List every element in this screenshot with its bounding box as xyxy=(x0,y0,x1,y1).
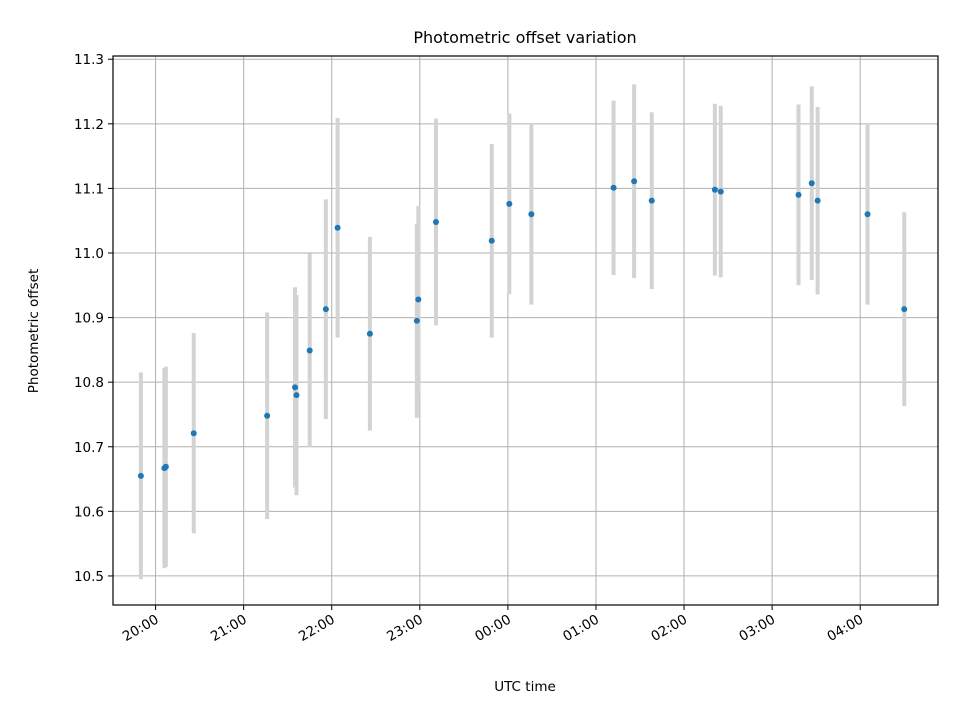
x-tick-label: 23:00 xyxy=(384,612,426,645)
plot-frame xyxy=(112,55,939,606)
y-tick-label: 11.2 xyxy=(74,117,104,133)
data-point xyxy=(137,472,144,479)
data-point xyxy=(413,317,420,324)
x-axis-label: UTC time xyxy=(494,679,556,695)
data-point xyxy=(488,237,495,244)
data-point xyxy=(610,184,617,191)
y-tick-label: 10.6 xyxy=(74,504,104,520)
data-point xyxy=(306,347,313,354)
x-tick-label: 04:00 xyxy=(825,612,867,645)
data-point xyxy=(432,218,439,225)
x-tick-label: 03:00 xyxy=(736,612,778,645)
data-point xyxy=(293,392,300,399)
x-tick-label: 00:00 xyxy=(472,612,514,645)
data-point xyxy=(322,306,329,313)
data-point xyxy=(631,178,638,185)
data-point xyxy=(506,200,513,207)
x-tick-label: 21:00 xyxy=(208,612,250,645)
data-point xyxy=(264,412,271,419)
chart-title: Photometric offset variation xyxy=(413,28,636,47)
y-tick-label: 10.5 xyxy=(74,569,104,585)
data-point xyxy=(901,306,908,313)
grid xyxy=(113,56,938,605)
data-point xyxy=(528,211,535,218)
x-tick-label: 01:00 xyxy=(560,612,602,645)
error-bars xyxy=(138,84,907,580)
y-tick-label: 10.9 xyxy=(74,311,104,327)
y-tick-label: 11.1 xyxy=(74,181,104,197)
data-points xyxy=(137,178,908,479)
y-axis-label: Photometric offset xyxy=(26,269,42,393)
x-axis-ticks: 20:00 21:00 22:00 23:00 00:00 01:00 02:00 03:00… xyxy=(120,605,866,645)
data-point xyxy=(415,296,422,303)
y-tick-label: 11.3 xyxy=(74,52,104,68)
x-tick-label: 20:00 xyxy=(120,612,162,645)
data-point xyxy=(162,463,169,470)
data-point xyxy=(864,211,871,218)
y-tick-label: 11.0 xyxy=(74,246,104,262)
x-tick-label: 22:00 xyxy=(296,612,338,645)
data-point xyxy=(795,191,802,198)
data-point xyxy=(814,197,821,204)
data-point xyxy=(190,430,197,437)
data-point xyxy=(292,384,299,391)
y-axis-ticks: 10.5 10.6 10.7 10.8 10.9 11.0 11.1 11.2 11.3 xyxy=(74,52,113,585)
data-point xyxy=(711,186,718,193)
data-point xyxy=(366,330,373,337)
y-tick-label: 10.7 xyxy=(74,440,104,456)
data-point xyxy=(334,224,341,231)
data-point xyxy=(717,188,724,195)
y-tick-label: 10.8 xyxy=(74,375,104,391)
data-point xyxy=(648,197,655,204)
x-tick-label: 02:00 xyxy=(648,612,690,645)
data-point xyxy=(808,180,815,187)
